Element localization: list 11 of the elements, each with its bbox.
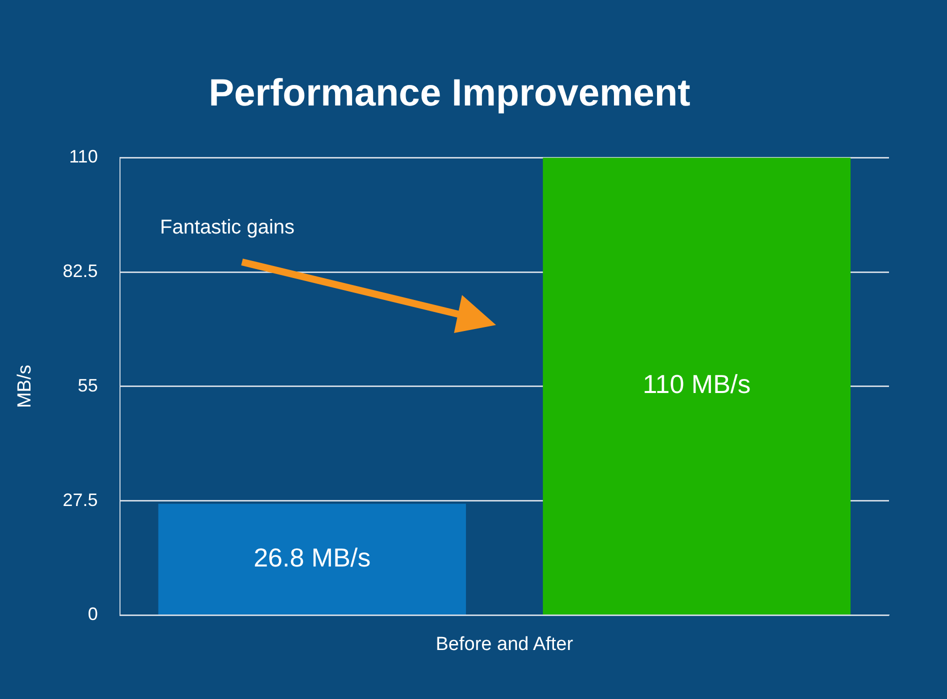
data-label: 110 MB/s [642, 369, 751, 400]
annotation: Fantastic gains [160, 216, 295, 239]
y-tick-label: 110 [69, 146, 98, 167]
y-tick-label: 82.5 [62, 260, 98, 281]
y-tick-label: 0 [88, 604, 98, 624]
y-tick-label: 27.5 [62, 490, 98, 510]
chart-title: Performance Improvement [208, 72, 691, 114]
x-axis-title: Before and After [436, 634, 574, 655]
y-tick-label: 55 [78, 375, 98, 396]
data-label: 26.8 MB/s [254, 542, 371, 572]
y-axis-title: MB/s [14, 364, 36, 408]
